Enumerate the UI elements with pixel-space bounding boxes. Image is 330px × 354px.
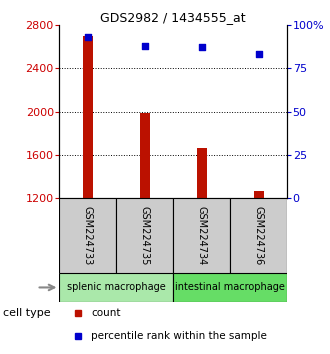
Bar — [253, 191, 264, 198]
Bar — [140, 113, 150, 198]
Bar — [173, 198, 230, 273]
Bar — [173, 273, 287, 302]
Point — [142, 43, 148, 48]
Bar — [83, 36, 93, 198]
Text: GSM224735: GSM224735 — [140, 206, 150, 265]
Point — [256, 51, 261, 57]
Text: intestinal macrophage: intestinal macrophage — [175, 282, 285, 292]
Text: GSM224733: GSM224733 — [83, 206, 93, 265]
Title: GDS2982 / 1434555_at: GDS2982 / 1434555_at — [100, 11, 246, 24]
Bar — [116, 198, 173, 273]
Text: GSM224734: GSM224734 — [197, 206, 207, 265]
Bar — [59, 198, 116, 273]
Point — [85, 34, 90, 40]
Bar — [197, 148, 207, 198]
Text: GSM224736: GSM224736 — [254, 206, 264, 265]
Text: percentile rank within the sample: percentile rank within the sample — [91, 331, 267, 341]
Text: count: count — [91, 308, 121, 319]
Bar — [230, 198, 287, 273]
Bar — [59, 273, 173, 302]
Text: cell type: cell type — [3, 308, 51, 318]
Point — [199, 45, 204, 50]
Text: splenic macrophage: splenic macrophage — [67, 282, 166, 292]
